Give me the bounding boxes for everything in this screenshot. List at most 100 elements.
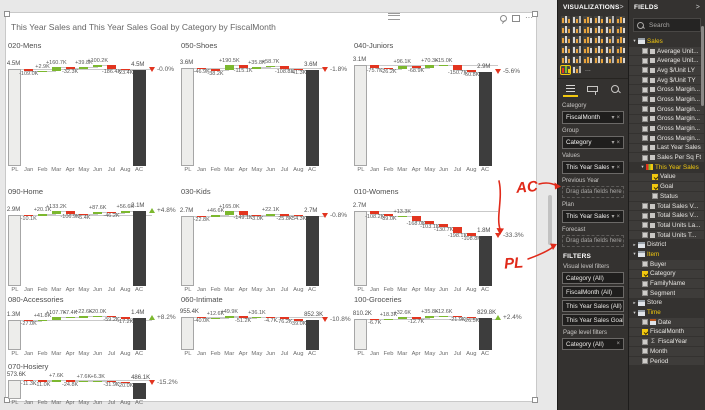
slicer-icon[interactable]	[616, 46, 625, 54]
field-item-gross-margin-[interactable]: Gross Margin...	[629, 114, 704, 124]
checkbox-unchecked[interactable]	[642, 57, 648, 64]
ac-bar[interactable]	[305, 320, 319, 350]
r-script-visual-icon[interactable]	[583, 56, 592, 64]
waterfall-bar-apr[interactable]	[65, 67, 75, 69]
field-item-total-units-la-[interactable]: Total Units La...	[629, 221, 704, 230]
fields-tab[interactable]	[562, 83, 579, 97]
more-visuals-ellipsis[interactable]: ...	[585, 66, 591, 73]
checkbox-unchecked[interactable]	[642, 48, 648, 55]
waterfall-bar-jun[interactable]	[93, 380, 103, 383]
waterfall-bar-feb[interactable]	[384, 214, 393, 217]
waterfall-bar-aug[interactable]	[466, 69, 476, 72]
field-item-segment[interactable]: Segment	[629, 288, 704, 298]
expand-icon[interactable]: ▸	[633, 241, 636, 247]
donut-chart-icon[interactable]	[583, 36, 592, 44]
checkbox-unchecked[interactable]	[642, 222, 648, 229]
checkbox-unchecked[interactable]	[642, 280, 648, 287]
stacked-column-chart-icon[interactable]	[572, 16, 581, 24]
checkbox-unchecked[interactable]	[642, 67, 648, 74]
ac-bar[interactable]	[478, 318, 492, 350]
checkbox-unchecked[interactable]	[642, 319, 648, 326]
line-clustered-column-chart-icon[interactable]	[594, 26, 603, 34]
checkbox-unchecked[interactable]	[642, 290, 648, 297]
shape-map-icon[interactable]	[605, 56, 614, 64]
waterfall-bar-may[interactable]	[425, 65, 435, 68]
canvas-scrollbar[interactable]	[548, 195, 552, 245]
field-group-store[interactable]: ▸ Store	[629, 299, 704, 308]
checkbox-unchecked[interactable]	[642, 338, 648, 345]
checkbox-unchecked[interactable]	[642, 135, 648, 142]
checkbox-unchecked[interactable]	[642, 154, 648, 161]
kpi-icon[interactable]	[605, 46, 614, 54]
waterfall-bar-apr[interactable]	[65, 211, 75, 214]
waterfall-bar-jan[interactable]	[197, 215, 207, 218]
waterfall-bar-aug[interactable]	[120, 381, 130, 384]
field-item-gross-margin-[interactable]: Gross Margin...	[629, 124, 704, 133]
field-item-average-unit-[interactable]: Average Unit...	[629, 46, 704, 56]
remove-field-icon[interactable]: ×	[616, 213, 620, 220]
waterfall-bar-jun[interactable]	[439, 223, 449, 228]
visual-drag-grip-icon[interactable]	[388, 13, 400, 20]
pl-bar[interactable]	[181, 67, 195, 166]
field-item-fiscalyear[interactable]: Σ FiscalYear	[629, 337, 704, 346]
waterfall-bar-jul[interactable]	[453, 65, 462, 70]
ribbon-chart-icon[interactable]	[616, 26, 625, 34]
waterfall-bar-jun[interactable]	[439, 65, 449, 67]
waterfall-bar-may[interactable]	[252, 316, 262, 318]
resize-handle[interactable]	[532, 11, 538, 17]
waterfall-bar-aug[interactable]	[120, 69, 130, 71]
waterfall-bar-feb[interactable]	[38, 319, 47, 322]
grid-custom-visual-icon[interactable]	[572, 66, 581, 74]
waterfall-bar-jul[interactable]	[107, 211, 116, 213]
report-canvas[interactable]: ··· This Year Sales and This Year Sales …	[0, 0, 557, 410]
well-dropzone-forecast[interactable]: Drag data fields here	[562, 235, 624, 247]
waterfall-bar-mar[interactable]	[397, 216, 407, 218]
resize-handle[interactable]	[4, 397, 10, 403]
checkbox-checked[interactable]	[652, 173, 658, 180]
waterfall-bar-mar[interactable]	[397, 65, 407, 69]
waterfall-bar-jul[interactable]	[107, 65, 116, 70]
expand-icon[interactable]: ▸	[633, 299, 636, 305]
filled-map-icon[interactable]	[616, 36, 625, 44]
waterfall-bar-apr[interactable]	[238, 316, 248, 318]
checkbox-checked[interactable]	[642, 328, 648, 335]
field-group-this-year-sales[interactable]: ▾ This Year Sales	[629, 163, 704, 172]
waterfall-bar-mar[interactable]	[397, 317, 407, 319]
matrix-icon[interactable]	[572, 56, 581, 64]
pl-bar[interactable]	[354, 65, 368, 166]
waterfall-bar-jan[interactable]	[24, 68, 34, 71]
well-field-category[interactable]: FiscalMonth ▾ ×	[562, 111, 624, 124]
waterfall-bar-jun[interactable]	[439, 316, 449, 318]
table-icon[interactable]	[561, 56, 570, 64]
waterfall-bar-feb[interactable]	[384, 67, 393, 70]
well-field-group[interactable]: Category ▾ ×	[562, 136, 624, 149]
field-group-sales[interactable]: ▾ Sales	[629, 37, 704, 46]
treemap-icon[interactable]	[594, 36, 603, 44]
checkbox-unchecked[interactable]	[642, 96, 648, 103]
waterfall-bar-mar[interactable]	[224, 316, 234, 318]
well-field-values[interactable]: This Year Sales ▾ ×	[562, 161, 624, 174]
clustered-column-chart-icon[interactable]	[594, 16, 603, 24]
expand-collapse-icon[interactable]: ▾	[633, 309, 636, 315]
waterfall-bar-feb[interactable]	[38, 214, 47, 216]
format-tab[interactable]	[587, 83, 599, 95]
field-item-value[interactable]: Value	[629, 172, 704, 182]
waterfall-bar-jun[interactable]	[93, 211, 103, 214]
waterfall-bar-aug[interactable]	[466, 316, 476, 319]
checkbox-unchecked[interactable]	[642, 203, 648, 210]
waterfall-bar-feb[interactable]	[211, 69, 220, 71]
waterfall-bar-jul[interactable]	[107, 316, 116, 318]
field-item-avg-unit-ty[interactable]: Avg $/Unit TY	[629, 75, 704, 85]
waterfall-bar-feb[interactable]	[384, 318, 393, 320]
waterfall-bar-may[interactable]	[79, 67, 89, 69]
waterfall-bar-aug[interactable]	[120, 211, 130, 213]
checkbox-unchecked[interactable]	[642, 261, 648, 268]
waterfall-bar-jan[interactable]	[24, 214, 34, 216]
remove-field-icon[interactable]: ×	[616, 139, 620, 146]
waterfall-bar-may[interactable]	[252, 67, 262, 69]
checkbox-unchecked[interactable]	[652, 193, 658, 200]
waterfall-bar-jul[interactable]	[453, 227, 462, 233]
waterfall-bar-aug[interactable]	[293, 215, 303, 217]
checkbox-unchecked[interactable]	[642, 106, 648, 113]
visual-filter-item[interactable]: FiscalMonth (All)	[562, 286, 624, 298]
